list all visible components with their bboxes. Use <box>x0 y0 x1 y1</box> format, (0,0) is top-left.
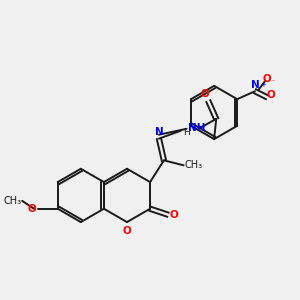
Text: ⁻: ⁻ <box>271 77 275 86</box>
Text: N: N <box>154 127 163 137</box>
Text: CH₃: CH₃ <box>184 160 203 170</box>
Text: O: O <box>200 89 209 99</box>
Text: CH₃: CH₃ <box>3 196 21 206</box>
Text: NH: NH <box>188 123 205 133</box>
Text: O: O <box>123 226 131 236</box>
Text: O: O <box>170 210 178 220</box>
Text: O: O <box>267 90 276 100</box>
Text: +: + <box>260 82 266 88</box>
Text: O: O <box>27 204 36 214</box>
Text: O: O <box>262 74 271 84</box>
Text: N: N <box>250 80 259 90</box>
Text: H: H <box>183 128 189 137</box>
